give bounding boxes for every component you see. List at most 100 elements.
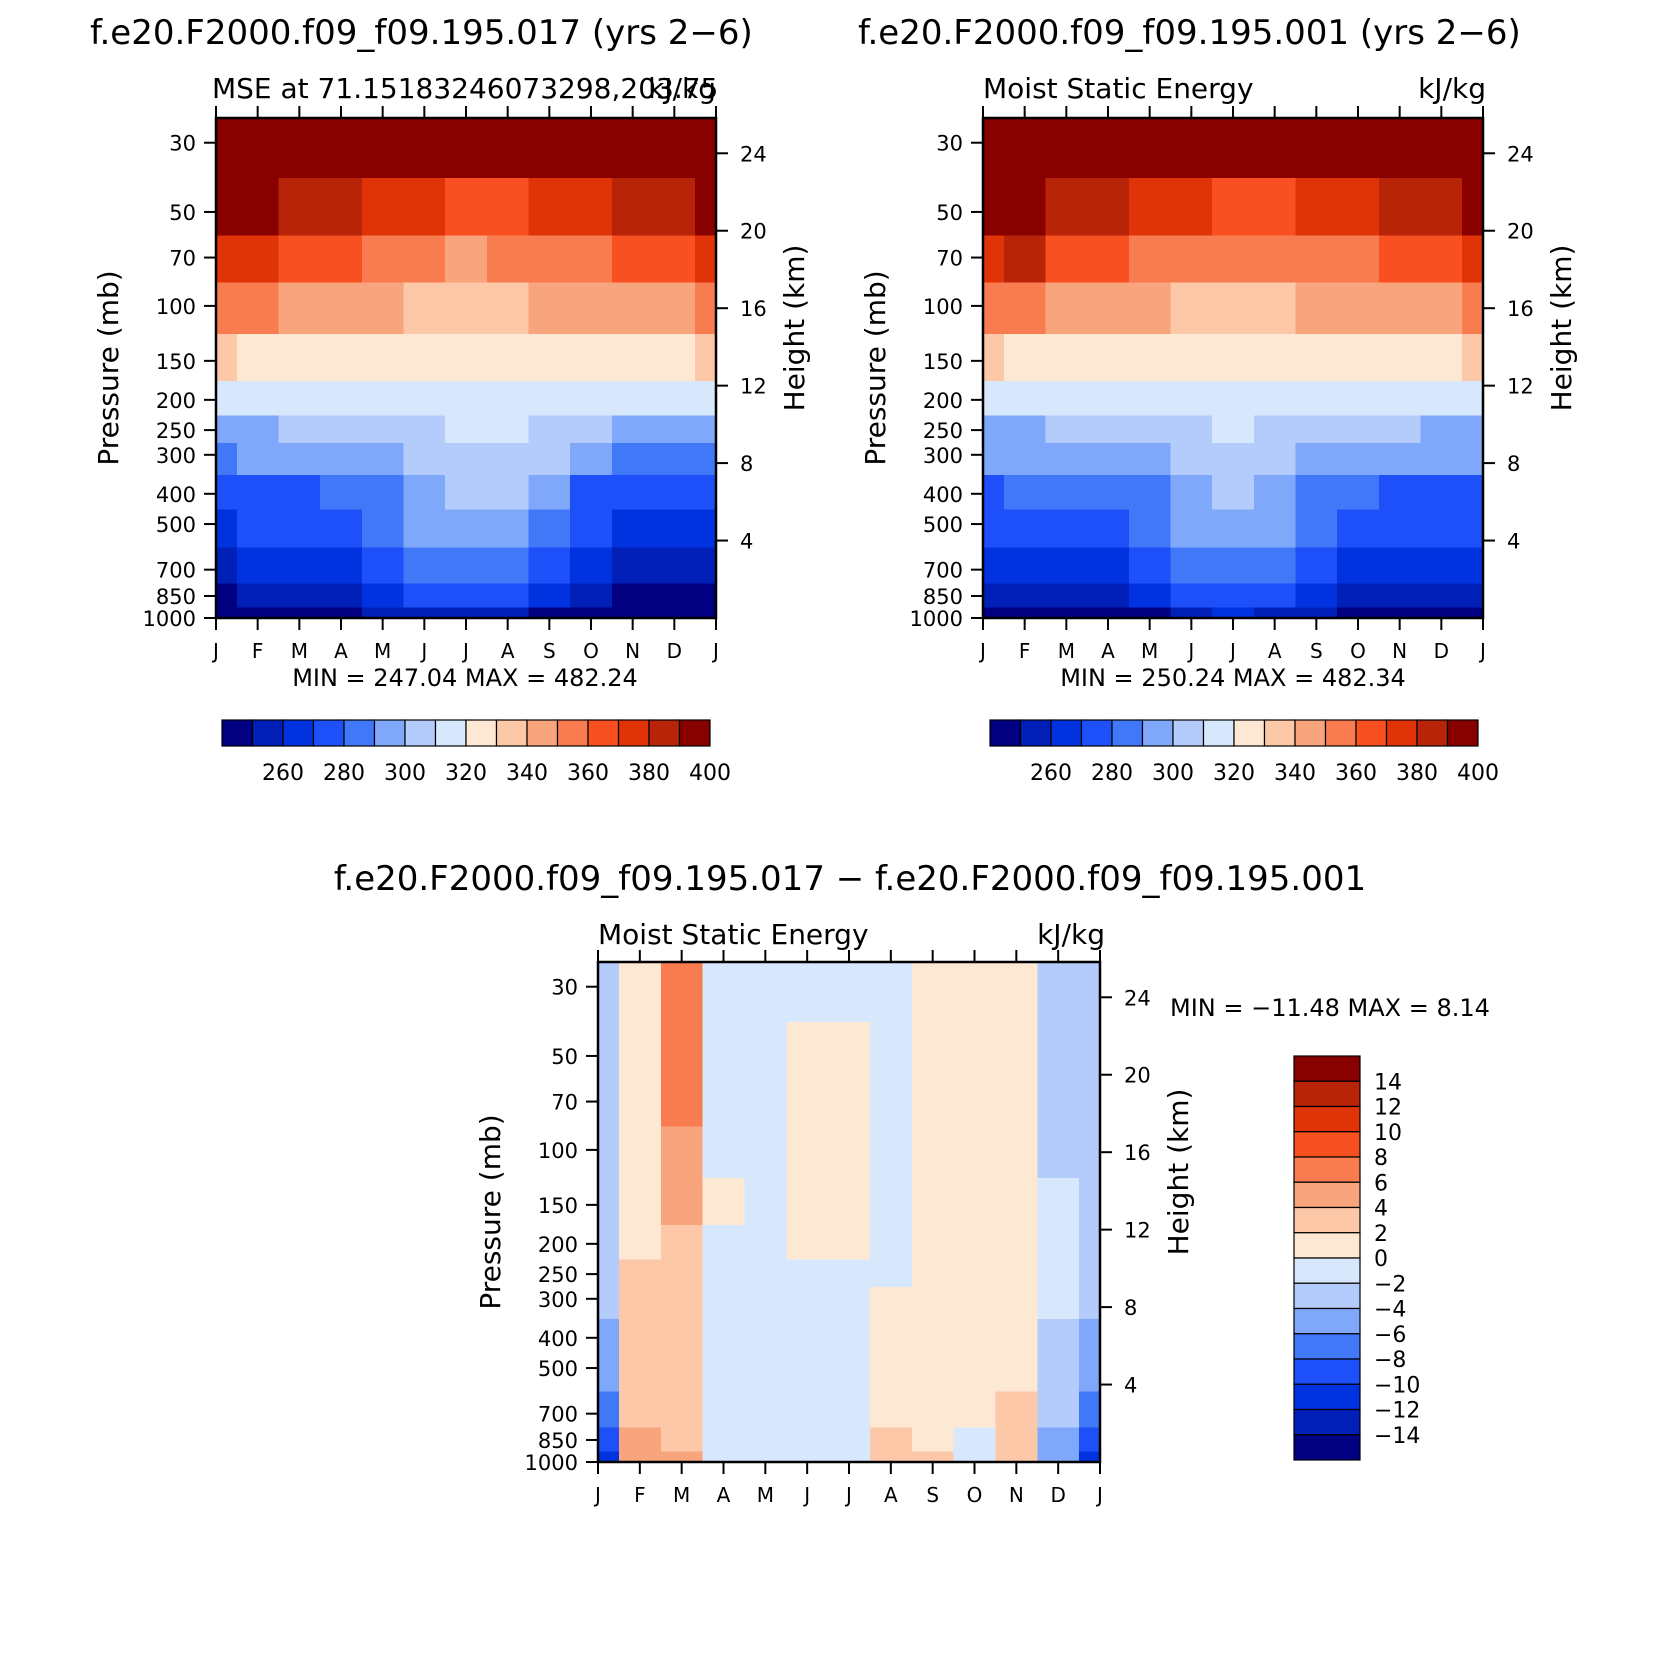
panel-a-cell xyxy=(236,414,280,444)
panel-c-y-tick-label: 30 xyxy=(551,976,578,1000)
panel-b-colorbar-label: 380 xyxy=(1396,761,1438,786)
panel-b-cell xyxy=(1128,508,1172,548)
panel-a-cell xyxy=(695,177,717,236)
panel-b-y2-tick-label: 16 xyxy=(1507,297,1534,321)
panel-b-cell xyxy=(1253,380,1297,416)
panel-c-cell xyxy=(618,1258,662,1288)
panel-b-cell xyxy=(1420,281,1463,334)
panel-c-cell xyxy=(995,1318,1038,1354)
panel-c-cell xyxy=(598,1450,620,1463)
panel-a-cell xyxy=(361,546,405,584)
panel-a-cell xyxy=(278,442,321,475)
panel-a-cell xyxy=(278,380,321,416)
panel-a-cell xyxy=(611,606,655,619)
panel-a-cell xyxy=(236,234,280,283)
panel-b-y-tick-label: 1000 xyxy=(910,607,963,631)
panel-b-cell xyxy=(1087,474,1130,510)
panel-c-colorbar-swatch xyxy=(1293,1105,1361,1133)
panel-b-cell xyxy=(1253,582,1297,608)
panel-b-x-tick-label: J xyxy=(1186,639,1194,663)
panel-a-cell xyxy=(653,234,696,283)
panel-b-colorbar: 260 280 300 320 340 360 380 400 xyxy=(989,719,1499,786)
panel-b-cell xyxy=(1337,582,1380,608)
panel-a-cell xyxy=(320,281,363,334)
panel-a-cell xyxy=(528,582,571,608)
panel-c-cell xyxy=(618,962,662,1022)
panel-b-x-tick-label: A xyxy=(1268,639,1282,663)
panel-c-cell xyxy=(1079,1390,1101,1428)
panel-c-cell xyxy=(744,1078,787,1127)
panel-a-cell xyxy=(611,234,655,283)
panel-a-y2-tick-label: 24 xyxy=(740,142,767,166)
panel-b-cell xyxy=(1253,414,1297,444)
panel-c-colorbar-label: 14 xyxy=(1374,1070,1402,1095)
panel-a-cell xyxy=(216,177,238,236)
panel-a-cell xyxy=(445,442,488,475)
panel-c-cell xyxy=(702,1078,746,1127)
panel-a-colorbar-swatch xyxy=(251,719,284,747)
panel-b-y2-tick-label: 12 xyxy=(1507,375,1534,399)
panel-c-x-tick-label: J xyxy=(802,1483,810,1507)
panel-b-cell xyxy=(1045,442,1088,475)
panel-b-cell xyxy=(1420,380,1463,416)
panel-b-cell xyxy=(1045,414,1088,444)
panel-b-x-tick-label: D xyxy=(1434,639,1449,663)
panel-c-cell xyxy=(598,1318,620,1354)
panel-a-cell xyxy=(486,582,530,608)
panel-c-cell xyxy=(618,1177,662,1225)
panel-b-cell xyxy=(1337,281,1380,334)
panel-b-y-tick-label: 150 xyxy=(923,350,963,374)
panel-a-colorbar: 260 280 300 320 340 360 380 400 xyxy=(221,719,731,786)
panel-a-cell xyxy=(361,177,405,236)
panel-a-cell xyxy=(445,606,488,619)
panel-b-colorbar-label: 340 xyxy=(1274,761,1316,786)
panel-b-cell xyxy=(1003,606,1047,619)
panel-a-cell xyxy=(695,380,717,416)
panel-b-cell xyxy=(1253,546,1297,584)
panel-c-cell xyxy=(1037,1318,1080,1354)
panel-b-cell xyxy=(1420,177,1463,236)
panel-b-cell xyxy=(1420,442,1463,475)
panel-a-colorbar-swatch xyxy=(282,719,315,747)
panel-c-cell xyxy=(786,1177,829,1225)
panel-a-y2-axis-label: Height (km) xyxy=(778,245,811,412)
panel-a-colorbar-label: 400 xyxy=(689,761,731,786)
panel-a-cell xyxy=(236,380,280,416)
panel-b-cell xyxy=(1462,582,1484,608)
panel-c-x-tick-label: D xyxy=(1050,1483,1065,1507)
panel-b-cell xyxy=(1212,118,1255,178)
panel-c-cell xyxy=(828,1352,871,1392)
panel-a-cell xyxy=(570,442,613,475)
panel-b-cell xyxy=(1087,414,1130,444)
panel-b-cell xyxy=(1170,442,1213,475)
panel-c-cell xyxy=(1037,1177,1080,1225)
panel-a-colorbar-swatch xyxy=(465,719,498,747)
panel-c-cell xyxy=(660,1286,704,1319)
panel-a-cell xyxy=(570,333,613,381)
panel-b-cell xyxy=(1420,474,1463,510)
panel-b-cell xyxy=(1337,414,1380,444)
panel-c-minmax: MIN = −11.48 MAX = 8.14 xyxy=(1170,994,1490,1022)
panel-a-x-tick-label: M xyxy=(291,639,308,663)
panel-a-y-tick-label: 150 xyxy=(156,350,196,374)
panel-b-minmax: MIN = 250.24 MAX = 482.34 xyxy=(1060,664,1406,692)
panel-a-cell xyxy=(486,546,530,584)
panel-a-cell xyxy=(528,508,571,548)
panel-a-units: kJ/kg xyxy=(648,72,716,105)
panel-c-cell xyxy=(828,1125,871,1178)
panel-c-cell xyxy=(828,1286,871,1319)
panel-c-cell xyxy=(911,1078,955,1127)
panel-c-cell xyxy=(953,1426,997,1452)
panel-a-colorbar-swatch xyxy=(373,719,406,747)
panel-b-cell xyxy=(1337,546,1380,584)
panel-a-cell xyxy=(403,177,446,236)
panel-b-cell xyxy=(1295,118,1338,178)
panel-c-colorbar-swatch xyxy=(1293,1307,1361,1335)
panel-b-colorbar-label: 360 xyxy=(1335,761,1377,786)
panel-c-colorbar-label: 2 xyxy=(1374,1222,1388,1247)
panel-c-cell xyxy=(1079,1125,1101,1178)
panel-c-colorbar-swatch xyxy=(1293,1434,1361,1461)
panel-b-colorbar-label: 260 xyxy=(1030,761,1072,786)
panel-c-colorbar-label: −8 xyxy=(1374,1348,1406,1373)
panel-a-cell xyxy=(695,281,717,334)
